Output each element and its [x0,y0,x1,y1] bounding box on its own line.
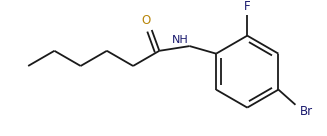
Text: O: O [142,14,151,27]
Text: F: F [244,0,250,13]
Text: Br: Br [300,105,313,118]
Text: NH: NH [172,35,189,45]
